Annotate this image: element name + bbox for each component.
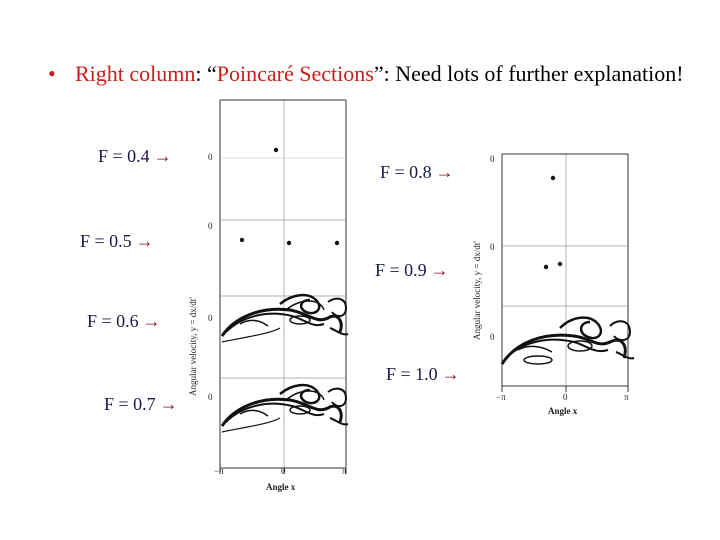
svg-text:0: 0: [563, 392, 568, 402]
point-f04: [273, 147, 279, 153]
label-f-1-0: F = 1.0 →: [386, 364, 460, 384]
left-ylabel: Angular velocity, y = dx/dt': [188, 297, 198, 396]
left-poincare-figure: 0 0 0 0 Angular velocity, y = dx/dt' −π …: [188, 99, 350, 492]
bullet-text: Right column: “Poincaré Sections”: Need …: [75, 61, 684, 86]
attractor-f07: [220, 383, 350, 434]
label-f-0-4: F = 0.4 →: [98, 146, 172, 166]
point-f09-a: [543, 264, 549, 270]
left-xlabel: Angle x: [266, 482, 296, 492]
right-ylabel: Angular velocity, y = dx/dt': [472, 241, 482, 340]
point-f05-b: [286, 240, 292, 246]
svg-text:0: 0: [490, 332, 495, 342]
point-f05-a: [239, 237, 245, 243]
svg-text:−π: −π: [496, 392, 506, 402]
label-f-0-7: F = 0.7 →: [104, 394, 178, 414]
svg-text:0: 0: [208, 313, 213, 323]
svg-text:0: 0: [208, 392, 213, 402]
label-f-0-5: F = 0.5 →: [80, 231, 154, 251]
bullet-paragraph: • Right column: “Poincaré Sections”: Nee…: [48, 60, 688, 88]
svg-text:0: 0: [208, 221, 213, 231]
attractor-f10: [500, 316, 636, 366]
svg-text:0: 0: [281, 466, 286, 476]
point-f05-c: [334, 240, 340, 246]
svg-text:π: π: [342, 466, 347, 476]
label-f-0-8: F = 0.8 →: [380, 162, 454, 182]
bullet-marker: •: [48, 61, 56, 86]
svg-text:0: 0: [490, 154, 495, 164]
svg-text:−π: −π: [214, 466, 224, 476]
attractor-f06: [220, 293, 350, 344]
point-f08: [550, 175, 556, 181]
right-poincare-figure: 0 0 0 Angular velocity, y = dx/dt' −π 0 …: [472, 153, 636, 416]
label-f-0-9: F = 0.9 →: [375, 260, 449, 280]
svg-text:0: 0: [208, 152, 213, 162]
poincare-term: Poincaré Sections: [216, 61, 374, 86]
point-f09-b: [557, 261, 563, 267]
svg-text:π: π: [624, 392, 629, 402]
svg-text:0: 0: [490, 242, 495, 252]
right-xlabel: Angle x: [548, 406, 578, 416]
right-column-term: Right column: [75, 61, 196, 86]
label-f-0-6: F = 0.6 →: [87, 311, 161, 331]
